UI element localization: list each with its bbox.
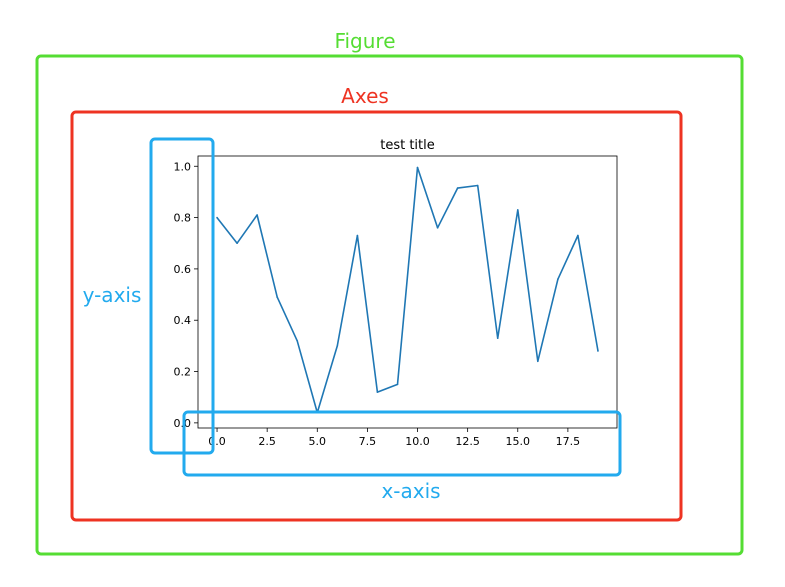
x-tick-label: 5.0 [309,435,327,448]
figure-frame [35,54,744,556]
axes-label: Axes [341,84,389,108]
y-tick-label: 0.2 [174,366,192,379]
data-point [496,337,499,339]
data-point [356,234,359,237]
data-point [336,345,339,347]
x-tick-label: 0.0 [208,435,226,448]
data-point [276,296,278,298]
y-axis-label: y-axis [83,283,142,307]
x-tick-label: 12.5 [455,435,480,448]
data-point [396,383,399,386]
x-tick-label: 15.0 [506,435,531,448]
data-point [436,227,439,229]
data-point [376,391,379,393]
x-tick-label: 7.5 [359,435,377,448]
figure-label: Figure [334,29,395,53]
x-axis-frame [182,410,622,477]
y-axis-frame [149,137,215,455]
data-point [577,234,579,237]
data-point [476,184,479,187]
plot-frame [197,155,618,429]
x-tick-label: 2.5 [258,435,276,448]
x-tick-label: 10.0 [405,435,430,448]
data-point [537,360,539,363]
data-point [236,242,238,245]
y-ticks: 0.0 0.2 0.4 0.6 0.8 1.0 [174,160,198,430]
axes-frame [70,110,683,522]
plot-title: test title [380,138,435,153]
y-tick-label: 0.8 [174,212,192,225]
data-point [557,278,559,280]
x-tick-label: 17.5 [556,435,581,448]
plot-area: test title 0.0 2.5 5.0 7.5 10.0 12.5 15.0 17.5 … [174,138,618,448]
series-line [216,166,599,414]
y-tick-label: 0.0 [174,417,192,430]
data-point [516,209,519,211]
data-point [256,214,258,216]
x-axis-label: x-axis [381,479,440,503]
data-point [416,166,419,169]
data-point [216,216,218,219]
data-point [456,187,459,189]
data-point [296,339,299,342]
y-tick-label: 1.0 [174,160,192,173]
y-tick-label: 0.6 [174,263,192,276]
y-tick-label: 0.4 [174,314,192,327]
x-ticks: 0.0 2.5 5.0 7.5 10.0 12.5 15.0 17.5 [208,428,580,448]
data-point [597,350,599,352]
